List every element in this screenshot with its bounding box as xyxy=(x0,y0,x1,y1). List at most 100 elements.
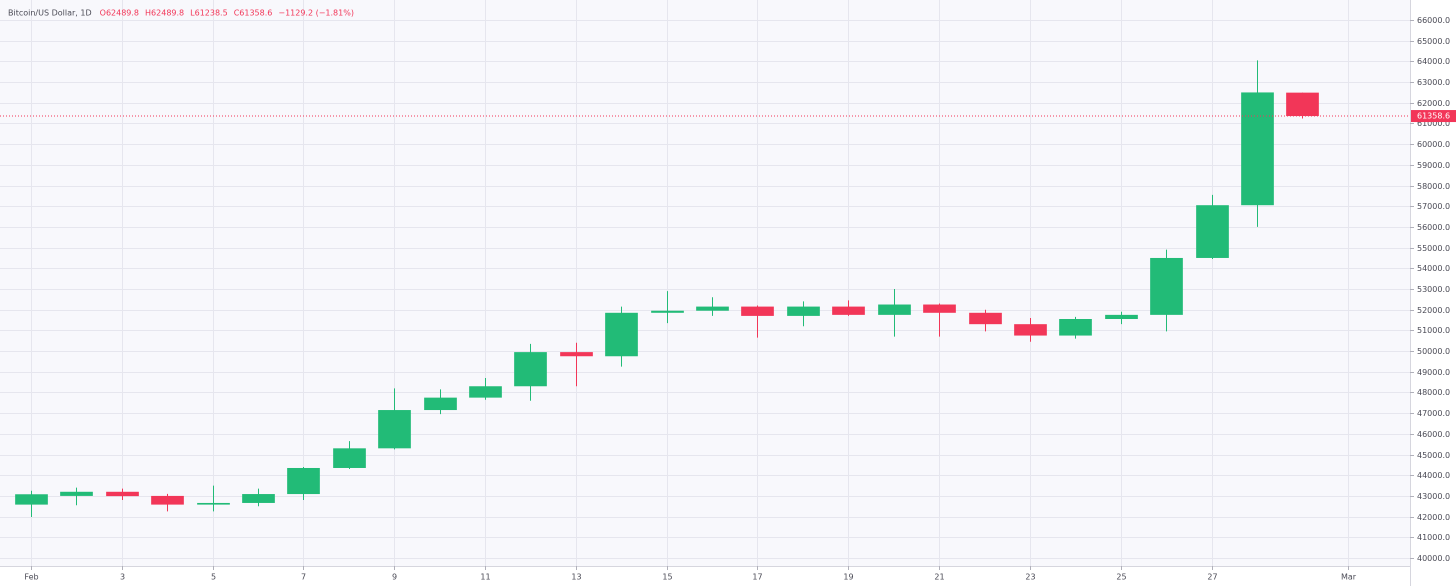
candle xyxy=(242,488,275,507)
ohlc-value: H62489.8 xyxy=(145,9,184,18)
y-tick-label: 48000.0 xyxy=(1417,388,1450,397)
candle-body xyxy=(287,467,320,495)
x-tick-label: 3 xyxy=(120,573,125,582)
candle-body xyxy=(151,495,184,505)
candle xyxy=(424,389,457,415)
candle xyxy=(696,297,729,316)
candle-body xyxy=(878,304,911,315)
candle-body xyxy=(106,491,139,497)
y-tick-label: 41000.0 xyxy=(1417,533,1450,542)
candle-body xyxy=(424,397,457,411)
candle xyxy=(878,289,911,337)
candle-body xyxy=(514,352,547,387)
y-tick-label: 40000.0 xyxy=(1417,554,1450,563)
candle xyxy=(605,306,638,367)
candle-body xyxy=(1241,92,1274,206)
x-tick-label: 5 xyxy=(211,573,216,582)
change-value: −1129.2 (−1.81%) xyxy=(278,9,354,18)
candle-body xyxy=(696,306,729,311)
candle-body xyxy=(1014,324,1047,336)
x-tick-label: 17 xyxy=(752,573,762,582)
x-tick-label: 25 xyxy=(1116,573,1126,582)
symbol-title: Bitcoin/US Dollar, 1D xyxy=(8,9,92,18)
y-tick-label: 61000.0 xyxy=(1417,119,1450,128)
y-tick-label: 52000.0 xyxy=(1417,306,1450,315)
y-tick-label: 64000.0 xyxy=(1417,57,1450,66)
candle xyxy=(832,300,865,316)
candle xyxy=(923,303,956,337)
candle xyxy=(106,488,139,501)
candle xyxy=(1059,316,1092,339)
ohlc-value: C61358.6 xyxy=(234,9,273,18)
y-tick-label: 66000.0 xyxy=(1417,16,1450,25)
y-tick-label: 54000.0 xyxy=(1417,264,1450,273)
y-tick-label: 46000.0 xyxy=(1417,430,1450,439)
last-price-tag xyxy=(1411,110,1456,123)
candle-body xyxy=(1105,314,1138,320)
candle-body xyxy=(197,502,230,505)
candle-body xyxy=(741,306,774,316)
x-tick-label: 27 xyxy=(1207,573,1217,582)
candle xyxy=(1241,60,1274,227)
candle-body xyxy=(60,491,93,496)
candle-body xyxy=(560,352,593,357)
y-tick-label: 47000.0 xyxy=(1417,409,1450,418)
y-tick-label: 58000.0 xyxy=(1417,182,1450,191)
candle-body xyxy=(1196,205,1229,258)
y-tick-label: 60000.0 xyxy=(1417,140,1450,149)
x-tick-label: 19 xyxy=(843,573,853,582)
candle xyxy=(15,490,48,518)
candle xyxy=(151,493,184,512)
x-tick-label: Feb xyxy=(24,573,38,582)
candle-body xyxy=(242,494,275,503)
y-tick-label: 53000.0 xyxy=(1417,285,1450,294)
candle xyxy=(197,485,230,512)
candle xyxy=(1150,249,1183,332)
candle-body xyxy=(969,312,1002,325)
x-tick-label: 15 xyxy=(662,573,672,582)
last-price-label: 61358.6 xyxy=(1417,112,1450,121)
candle xyxy=(333,441,366,470)
y-tick-label: 42000.0 xyxy=(1417,513,1450,522)
candles xyxy=(15,60,1319,518)
y-tick-label: 43000.0 xyxy=(1417,492,1450,501)
candle xyxy=(969,309,1002,332)
candle xyxy=(1014,317,1047,342)
y-tick-label: 50000.0 xyxy=(1417,347,1450,356)
candle xyxy=(60,487,93,506)
candle-body xyxy=(333,448,366,468)
candle xyxy=(1286,92,1319,119)
x-tick-label: 9 xyxy=(392,573,397,582)
x-tick-label: Mar xyxy=(1341,573,1357,582)
candle xyxy=(560,342,593,387)
candle-body xyxy=(1150,257,1183,315)
candle xyxy=(378,388,411,450)
grid xyxy=(0,0,1410,566)
y-tick-label: 45000.0 xyxy=(1417,451,1450,460)
y-tick-label: 44000.0 xyxy=(1417,471,1450,480)
y-tick-label: 57000.0 xyxy=(1417,202,1450,211)
y-tick-label: 56000.0 xyxy=(1417,223,1450,232)
candle xyxy=(741,305,774,338)
x-tick-label: 13 xyxy=(571,573,581,582)
candle-body xyxy=(1059,319,1092,336)
candle-body xyxy=(605,312,638,357)
y-tick-label: 49000.0 xyxy=(1417,368,1450,377)
x-tick-label: 11 xyxy=(480,573,490,582)
candle-body xyxy=(923,304,956,313)
candle xyxy=(469,377,502,400)
y-tick-label: 65000.0 xyxy=(1417,37,1450,46)
candle-body xyxy=(651,310,684,313)
plot-background xyxy=(0,0,1410,566)
candle xyxy=(1105,311,1138,325)
candle-body xyxy=(469,386,502,398)
candle xyxy=(1196,194,1229,259)
x-tick-label: 7 xyxy=(301,573,306,582)
ohlc-value: O62489.8 xyxy=(100,9,139,18)
ohlc-value: L61238.5 xyxy=(190,9,228,18)
y-tick-label: 59000.0 xyxy=(1417,161,1450,170)
candle-body xyxy=(15,494,48,505)
candle xyxy=(514,343,547,401)
candle xyxy=(651,291,684,324)
